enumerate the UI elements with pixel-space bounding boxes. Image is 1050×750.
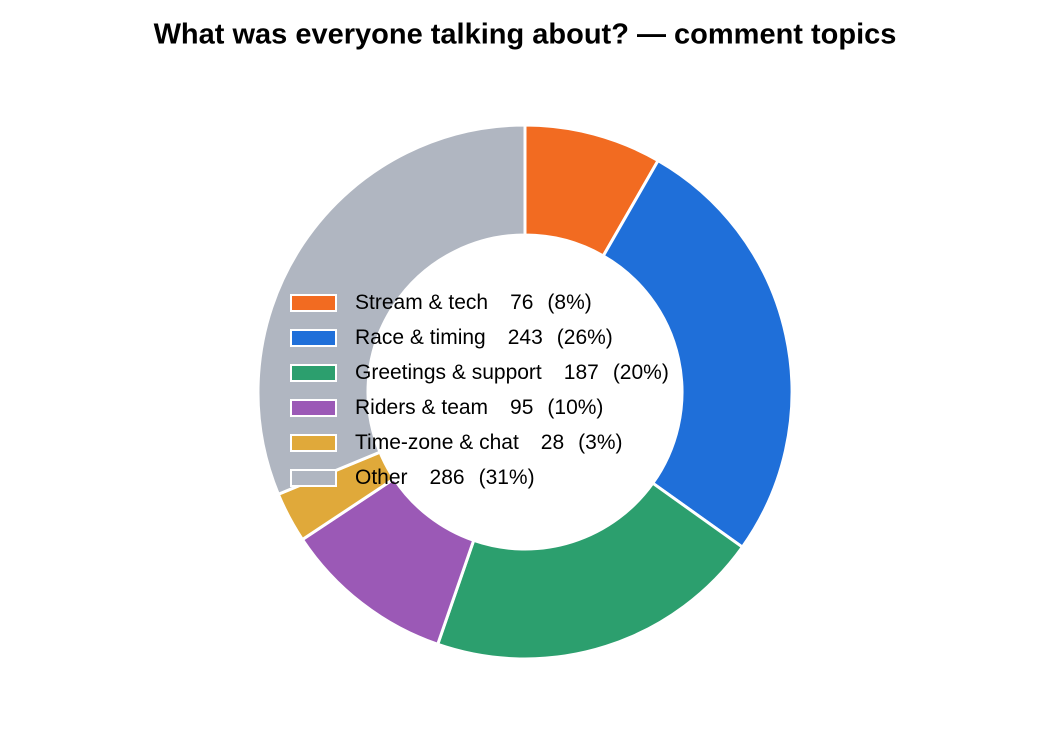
legend-entry: Greetings & support 187 (20%) xyxy=(355,361,669,384)
legend-swatch xyxy=(290,399,337,417)
legend-value: 243 xyxy=(508,326,543,349)
legend-entry: Other 286 (31%) xyxy=(355,466,535,489)
legend-entry: Stream & tech 76 (8%) xyxy=(355,291,592,314)
legend-label: Greetings & support xyxy=(355,361,542,384)
legend-entry: Time-zone & chat 28 (3%) xyxy=(355,431,623,454)
legend-percent: (31%) xyxy=(479,466,535,489)
legend-value: 286 xyxy=(430,466,465,489)
legend-entry: Race & timing 243 (26%) xyxy=(355,326,613,349)
legend-percent: (8%) xyxy=(547,291,591,314)
legend-label: Stream & tech xyxy=(355,291,488,314)
legend-percent: (10%) xyxy=(547,396,603,419)
legend-label: Riders & team xyxy=(355,396,488,419)
legend-swatch xyxy=(290,364,337,382)
legend-label: Other xyxy=(355,466,408,489)
legend-swatch xyxy=(290,294,337,312)
legend-value: 28 xyxy=(541,431,564,454)
legend-label: Time-zone & chat xyxy=(355,431,519,454)
legend-swatch xyxy=(290,434,337,452)
legend-value: 95 xyxy=(510,396,533,419)
legend-value: 76 xyxy=(510,291,533,314)
legend-percent: (3%) xyxy=(578,431,622,454)
donut-slice xyxy=(601,158,794,550)
legend-label: Race & timing xyxy=(355,326,486,349)
legend-percent: (20%) xyxy=(613,361,669,384)
legend-swatch xyxy=(290,329,337,347)
chart-title: What was everyone talking about? — comme… xyxy=(154,19,897,51)
donut-slice xyxy=(435,481,745,661)
legend-swatch xyxy=(290,469,337,487)
legend-entry: Riders & team 95 (10%) xyxy=(355,396,603,419)
legend-value: 187 xyxy=(564,361,599,384)
legend-percent: (26%) xyxy=(557,326,613,349)
